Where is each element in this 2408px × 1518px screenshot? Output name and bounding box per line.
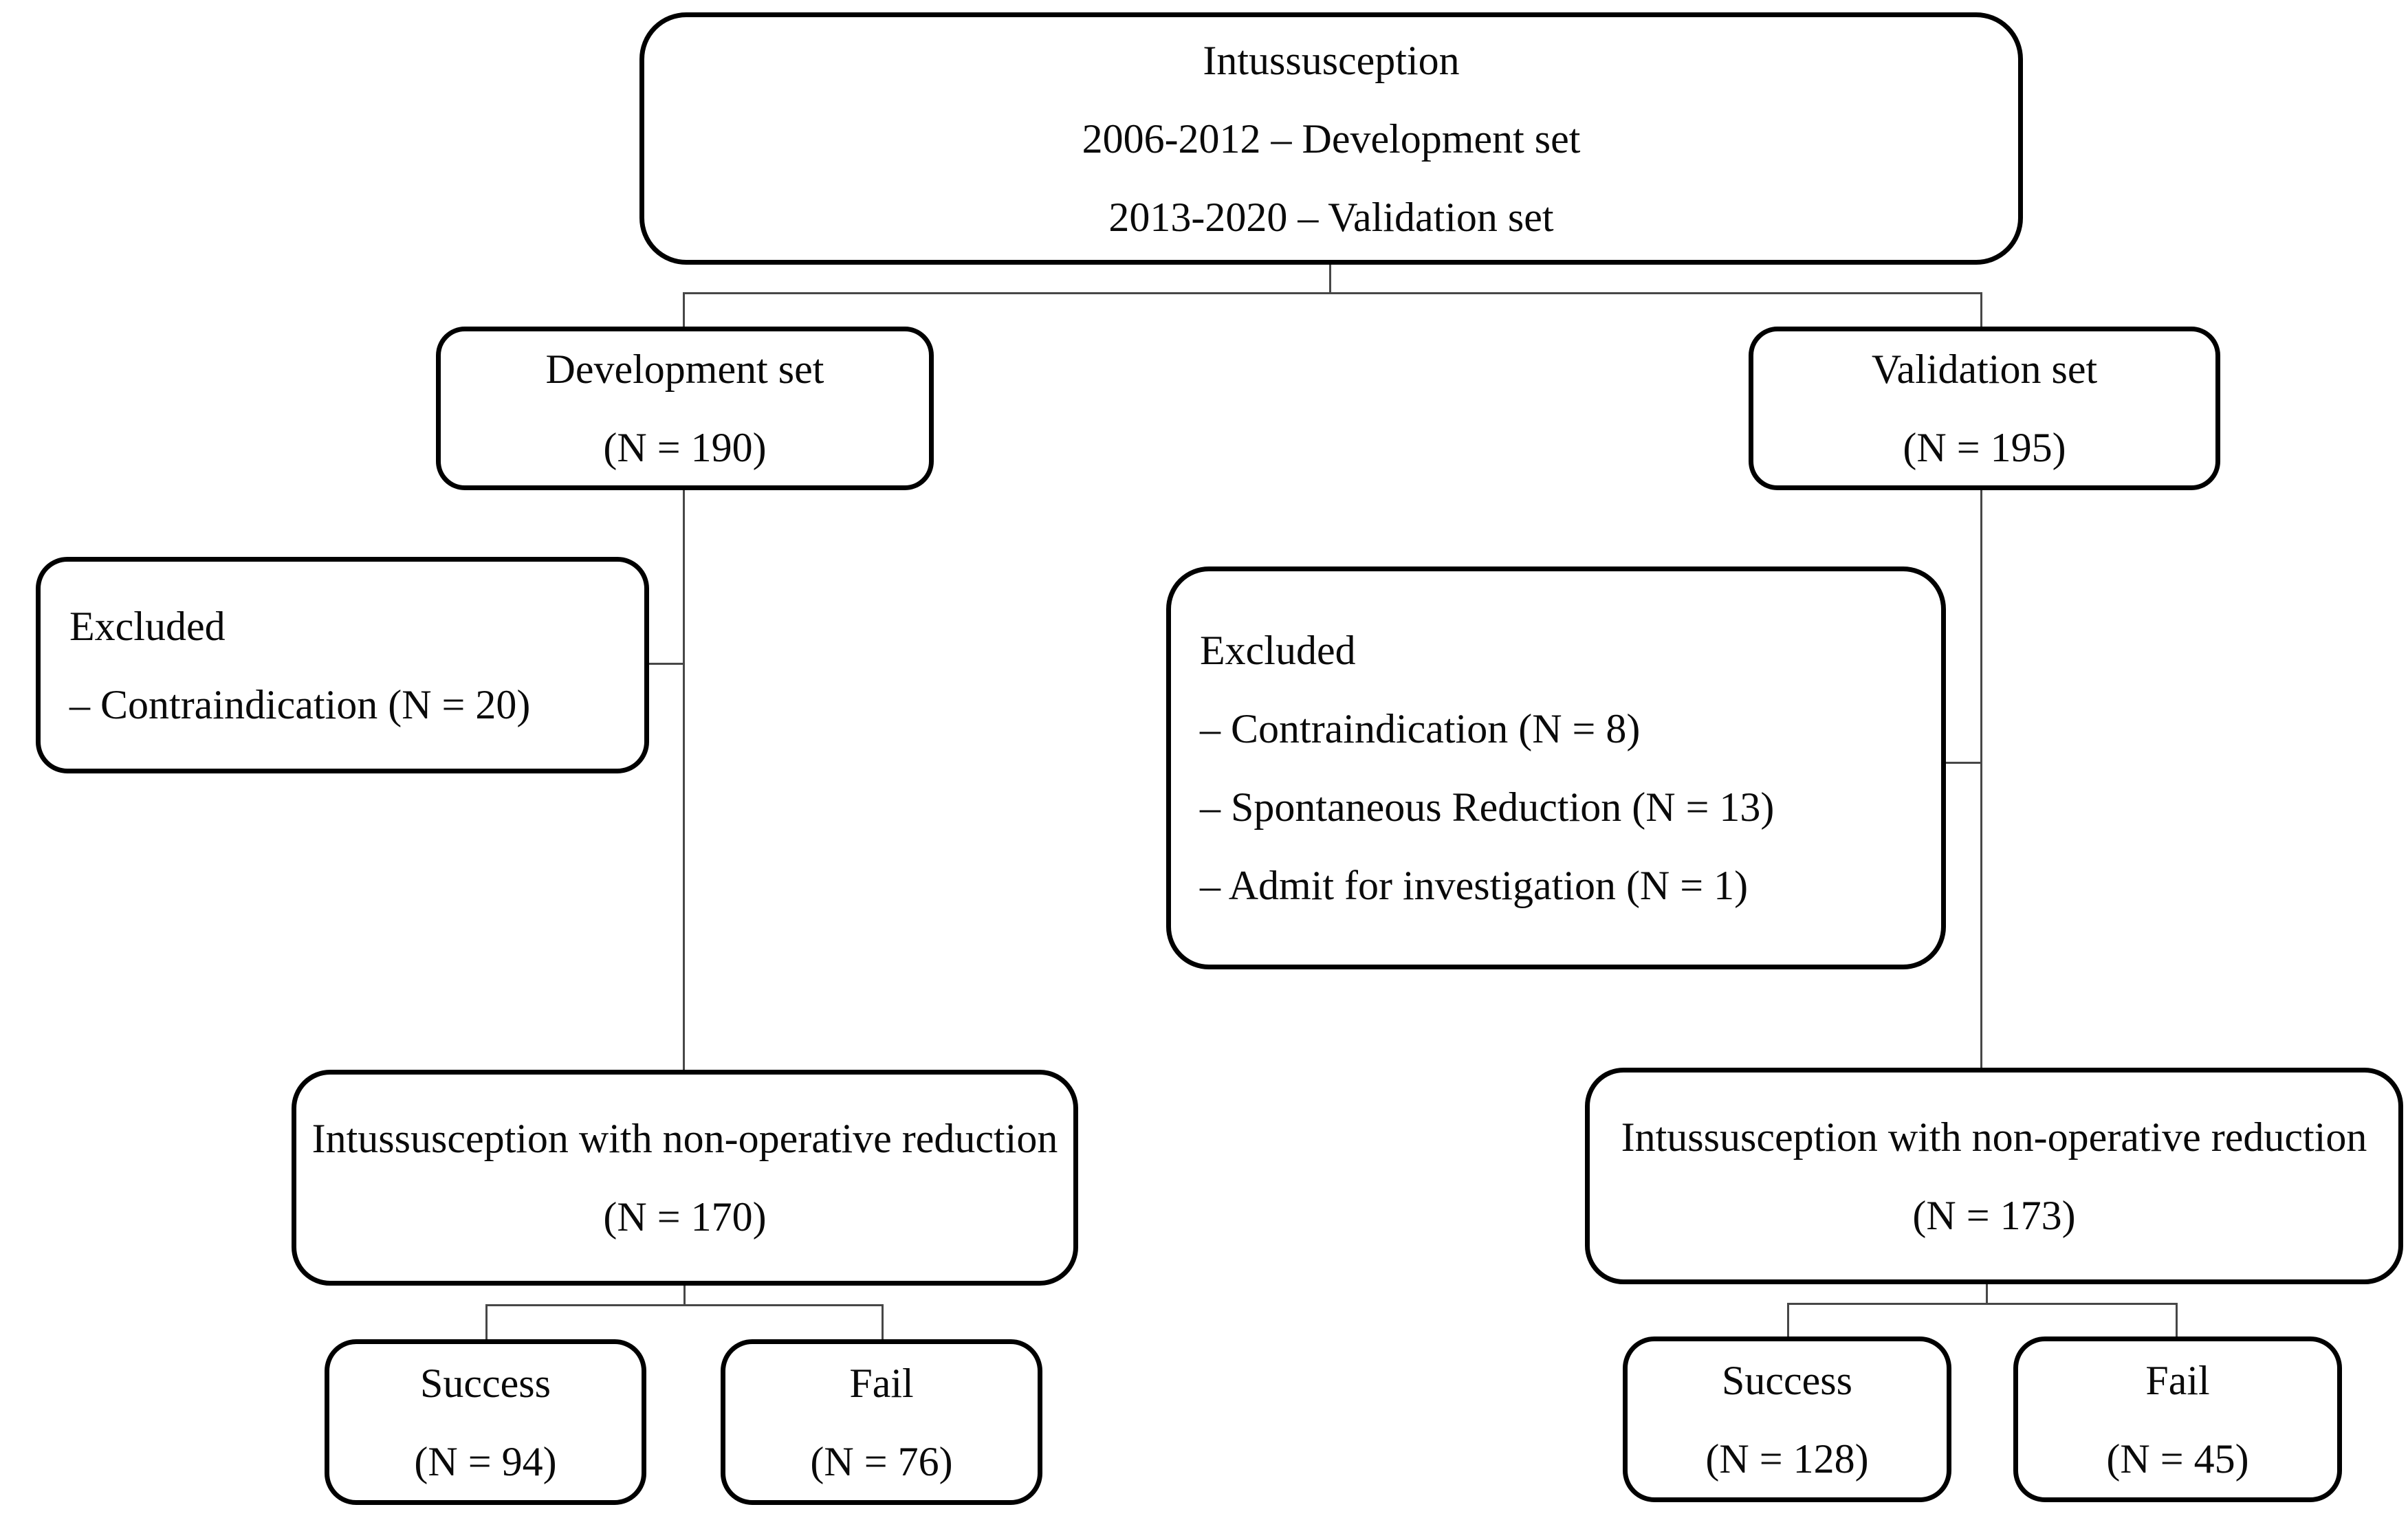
connector-development-excluded [648, 663, 684, 665]
success-label: Success [420, 1360, 551, 1406]
development-period: 2006-2012 – Development set [1082, 116, 1581, 162]
connector-validation-success-stub [1787, 1303, 1789, 1338]
development-fail-box: Fail (N = 76) [721, 1339, 1042, 1505]
connector-development-fail-stub [882, 1304, 884, 1341]
development-set-label: Development set [545, 346, 824, 392]
connector-development-vertical [683, 489, 685, 1071]
success-label: Success [1722, 1357, 1852, 1403]
excluded-heading: Excluded [1200, 628, 1356, 673]
fail-count: (N = 76) [810, 1438, 953, 1484]
excluded-reason: – Contraindication (N = 8) [1200, 706, 1641, 751]
connector-development-stub [683, 292, 685, 328]
development-success-box: Success (N = 94) [325, 1339, 646, 1505]
development-excluded-box: Excluded – Contraindication (N = 20) [36, 557, 649, 773]
success-count: (N = 128) [1705, 1436, 1869, 1482]
reduction-label: Intussusception with non-operative reduc… [1621, 1114, 2367, 1160]
connector-validation-excluded [1945, 762, 1982, 764]
connector-development-outcome-rail [485, 1304, 884, 1306]
study-cohort-box: Intussusception 2006-2012 – Development … [639, 12, 2023, 265]
development-set-count: (N = 190) [603, 425, 767, 470]
fail-label: Fail [849, 1360, 914, 1406]
reduction-count: (N = 170) [603, 1194, 767, 1240]
development-set-box: Development set (N = 190) [436, 327, 934, 490]
connector-top-rail [683, 292, 1982, 294]
connector-development-outcome [683, 1284, 686, 1306]
connector-validation-stub [1980, 292, 1982, 328]
validation-excluded-box: Excluded – Contraindication (N = 8) – Sp… [1166, 566, 1946, 969]
validation-set-label: Validation set [1871, 346, 2098, 392]
connector-validation-vertical [1980, 489, 1982, 1069]
validation-reduction-box: Intussusception with non-operative reduc… [1585, 1068, 2403, 1284]
study-title: Intussusception [1203, 37, 1460, 83]
excluded-reason: – Contraindication (N = 20) [69, 681, 531, 727]
reduction-count: (N = 173) [1912, 1192, 2076, 1238]
validation-fail-box: Fail (N = 45) [2013, 1336, 2342, 1502]
validation-set-box: Validation set (N = 195) [1749, 327, 2220, 490]
connector-validation-outcome-rail [1787, 1303, 2178, 1305]
validation-success-box: Success (N = 128) [1623, 1336, 1951, 1502]
excluded-heading: Excluded [69, 603, 226, 649]
validation-period: 2013-2020 – Validation set [1108, 194, 1554, 240]
excluded-reason: – Admit for investigation (N = 1) [1200, 863, 1749, 908]
success-count: (N = 94) [414, 1438, 557, 1484]
connector-validation-outcome [1986, 1283, 1988, 1305]
fail-label: Fail [2145, 1357, 2210, 1403]
excluded-reason: – Spontaneous Reduction (N = 13) [1200, 784, 1775, 830]
development-reduction-box: Intussusception with non-operative reduc… [292, 1070, 1078, 1286]
connector-development-success-stub [485, 1304, 488, 1341]
connector-root-vertical [1329, 265, 1331, 294]
reduction-label: Intussusception with non-operative reduc… [311, 1116, 1058, 1161]
validation-set-count: (N = 195) [1903, 425, 2066, 470]
connector-validation-fail-stub [2176, 1303, 2178, 1338]
fail-count: (N = 45) [2106, 1436, 2249, 1482]
